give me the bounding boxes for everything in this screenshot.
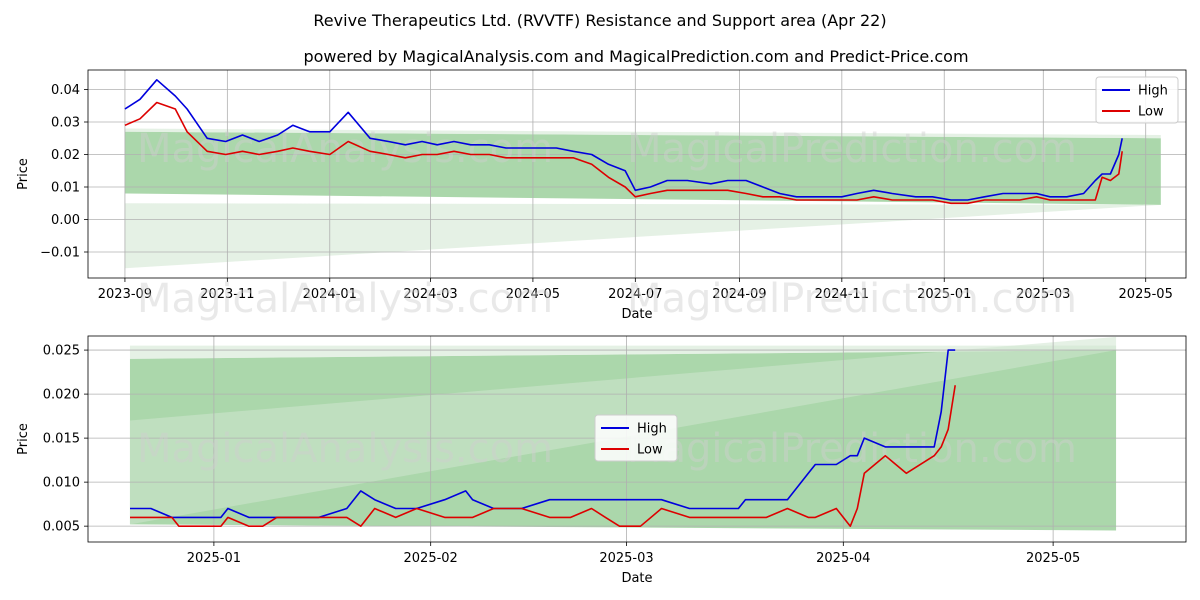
series-line-high (130, 349, 956, 519)
light-band-2 (129, 345, 1117, 359)
y-tick-label: −0.01 (40, 246, 80, 261)
x-tick-label: 2025-03 (1016, 287, 1070, 302)
y-tick-label: 0.020 (43, 388, 80, 403)
x-tick-label: 2023-11 (200, 287, 254, 302)
y-tick-label: 0.010 (43, 476, 80, 491)
x-axis-label: Date (621, 571, 652, 586)
x-axis-label: Date (621, 307, 652, 322)
legend-label-high: High (637, 422, 667, 437)
y-axis-label: Price (16, 158, 31, 190)
light-band-3 (124, 203, 1161, 269)
y-tick-label: 0.005 (43, 520, 80, 535)
legend-label-low: Low (1138, 105, 1164, 120)
y-tick-label: 0.01 (51, 181, 80, 196)
legend: High Low (594, 414, 678, 462)
watermark-prediction: MagicalPrediction.com (627, 426, 1077, 472)
y-tick-label: 0.025 (43, 344, 80, 359)
x-tick-label: 2025-04 (816, 551, 870, 566)
chart-panel-2: 2025-01 2025-02 2025-03 2025-04 2025-05 0.005… (16, 335, 1187, 586)
watermark-analysis: MagicalAnalysis.com (137, 276, 553, 322)
watermark-analysis: MagicalAnalysis.com (137, 126, 553, 172)
x-tick-label: 2024-05 (506, 287, 560, 302)
x-tick-label: 2025-02 (404, 551, 458, 566)
plot-frame (87, 335, 1187, 543)
x-tick-label: 2025-01 (917, 287, 971, 302)
legend-label-high: High (1138, 84, 1168, 99)
watermark-prediction: MagicalPrediction.com (627, 126, 1077, 172)
y-axis-label: Price (16, 423, 31, 455)
series-line-low (124, 101, 1123, 205)
series-group (124, 79, 1123, 205)
x-tick-label: 2025-05 (1026, 551, 1080, 566)
x-tick-label: 2025-05 (1119, 287, 1173, 302)
series-group (130, 349, 956, 528)
x-tick-label: 2025-01 (187, 551, 241, 566)
y-tick-label: 0.015 (43, 432, 80, 447)
chart-panel-1: 2023-09 2023-11 2024-01 2024-03 2024-05 2024-… (16, 69, 1187, 322)
light-band-2 (124, 128, 1161, 139)
chart-subtitle: powered by MagicalAnalysis.com and Magic… (303, 47, 968, 66)
watermark-prediction: MagicalPrediction.com (627, 276, 1077, 322)
y-tick-label: 0.04 (51, 83, 80, 98)
plot-frame (87, 69, 1187, 279)
series-line-low (130, 385, 956, 528)
legend: High Low (1095, 76, 1179, 124)
x-tick-label: 2024-07 (608, 287, 662, 302)
y-tick-label: 0.02 (51, 148, 80, 163)
series-line-high (124, 79, 1123, 201)
support-resistance-band-1 (124, 131, 1161, 205)
watermark-analysis: MagicalAnalysis.com (137, 426, 553, 472)
x-tick-label: 2023-09 (98, 287, 152, 302)
x-tick-label: 2024-03 (403, 287, 457, 302)
grid (88, 70, 1186, 278)
y-tick-label: 0.03 (51, 116, 80, 131)
x-tick-label: 2024-01 (303, 287, 357, 302)
x-tick-label: 2024-09 (712, 287, 766, 302)
chart-title: Revive Therapeutics Ltd. (RVVTF) Resista… (313, 11, 886, 30)
x-tick-label: 2024-11 (815, 287, 869, 302)
legend-label-low: Low (637, 443, 663, 458)
x-tick-label: 2025-03 (599, 551, 653, 566)
y-tick-label: 0.00 (51, 213, 80, 228)
